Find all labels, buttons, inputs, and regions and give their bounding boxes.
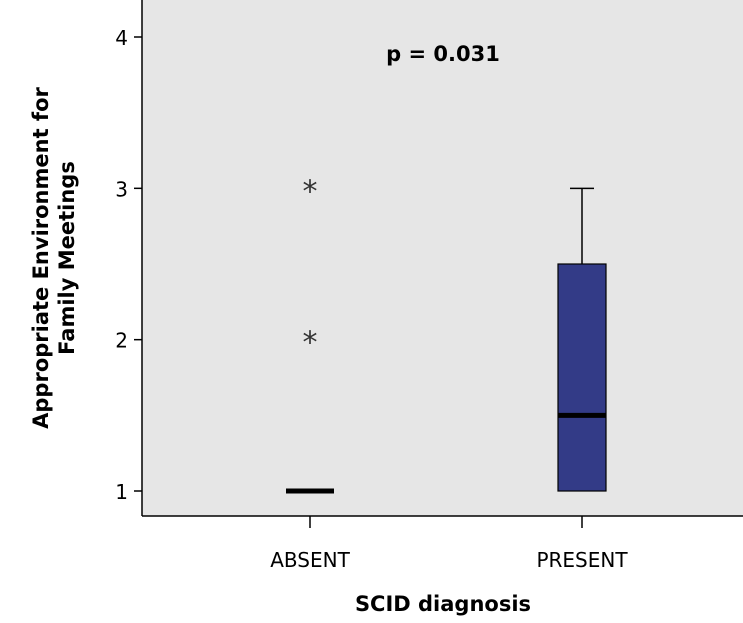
y-tick-label: 2	[115, 329, 128, 353]
y-tick-label: 3	[115, 177, 128, 201]
x-tick-label: ABSENT	[270, 548, 350, 572]
x-axis-label: SCID diagnosis	[355, 592, 531, 616]
x-tick-label: PRESENT	[536, 548, 628, 572]
y-axis-label-line-2: Family Meetings	[55, 161, 79, 355]
y-tick-label: 4	[115, 26, 128, 50]
box-marks: **	[286, 174, 607, 494]
plot-background	[142, 0, 743, 516]
box-iqr	[557, 263, 607, 492]
box-present	[557, 187, 607, 492]
box-absent: **	[286, 174, 334, 494]
y-axis-label: Appropriate Environment for Family Meeti…	[29, 87, 79, 429]
extreme-marker: *	[303, 174, 318, 209]
p-value-annotation: p = 0.031	[386, 42, 500, 66]
y-axis-label-line-1: Appropriate Environment for	[29, 87, 53, 429]
y-axis: 1 2 3 4	[115, 0, 143, 516]
y-tick-label: 1	[115, 480, 128, 504]
x-axis: ABSENT PRESENT	[142, 515, 743, 572]
extreme-marker: *	[303, 326, 318, 361]
